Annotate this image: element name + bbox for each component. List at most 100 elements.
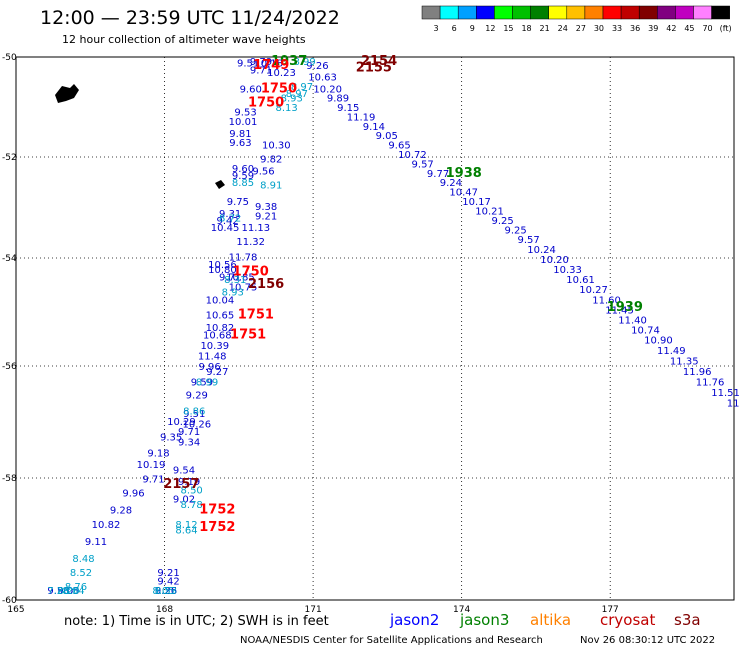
colorbar-swatch (657, 5, 676, 20)
colorbar-label: 24 (558, 24, 568, 33)
wave-height-label: 10.29 (167, 417, 196, 428)
wave-height-label: 10.45 (211, 223, 240, 234)
wave-height-label: 9.71 (142, 474, 164, 485)
wave-height-label: 10.19 (137, 460, 166, 471)
wave-height-label: 10.68 (203, 331, 232, 342)
wave-height-label: 11.78 (229, 252, 258, 263)
y-tick-label: -50 (2, 53, 17, 63)
wave-height-label: 10.63 (308, 73, 337, 84)
pass-time-label: 1939 (607, 300, 643, 315)
wave-height-label: 8.97 (286, 89, 308, 100)
wave-height-label: 11.02 (727, 398, 740, 409)
wave-height-label: 10.04 (206, 295, 235, 306)
wave-height-label: 8.50 (181, 486, 203, 497)
wave-height-label: 7.28 (47, 586, 69, 597)
wave-height-label: 9.28 (110, 506, 132, 517)
satellite-legend-label: jason3 (459, 611, 509, 629)
pass-time-label: 1938 (446, 166, 482, 181)
x-tick-label: 174 (453, 605, 470, 615)
colorbar-label: 6 (452, 24, 457, 33)
wave-height-label: 11.76 (696, 377, 725, 388)
wave-height-label: 10.23 (267, 68, 296, 79)
wave-height-label: 8.99 (293, 57, 315, 68)
colorbar-swatch (439, 5, 459, 20)
wave-height-label: 9.56 (47, 586, 69, 597)
colorbar-swatch (566, 5, 586, 20)
wave-height-label: 10.82 (92, 520, 121, 531)
pass-time-label: 2157 (163, 477, 199, 492)
wave-height-label: 8.05 (152, 586, 174, 597)
wave-height-label: 10.01 (229, 117, 258, 128)
satellite-legend-label: s3a (674, 611, 701, 629)
colorbar-label: 12 (485, 24, 495, 33)
wave-height-label: 9.27 (206, 367, 228, 378)
wave-height-label: 8.72 (219, 214, 241, 225)
wave-height-label: 9.59 (191, 377, 213, 388)
wave-height-label: 9.51 (183, 409, 205, 420)
colorbar-swatch (602, 5, 622, 20)
wave-height-label: 8.91 (260, 181, 282, 192)
wave-height-label: 11.96 (683, 367, 712, 378)
wave-height-label: 9.11 (85, 537, 107, 548)
wave-height-label: 11.40 (618, 315, 647, 326)
wave-height-label: 9.05 (376, 131, 398, 142)
wave-height-label: 9.54 (173, 466, 195, 477)
colorbar-swatch (548, 5, 568, 20)
colorbar-label: 70 (702, 24, 712, 33)
wave-height-label: 10.24 (527, 245, 556, 256)
wave-height-label: 9.71 (219, 273, 241, 284)
colorbar-label: (ft) (720, 24, 732, 33)
wave-height-label: 9.25 (491, 216, 513, 227)
grid-lines (16, 57, 734, 600)
footer-credit: NOAA/NESDIS Center for Satellite Applica… (240, 635, 543, 646)
colorbar-label: 18 (521, 24, 531, 33)
wave-height-label: 10.20 (313, 84, 342, 95)
pass-time-label: 1751 (238, 307, 274, 322)
wave-height-label: 8.85 (232, 178, 254, 189)
wave-height-label: 9.77 (427, 169, 449, 180)
wave-height-label: 9.26 (306, 61, 328, 72)
wave-height-label: 9.53 (234, 108, 256, 119)
wave-height-label: 10.47 (449, 188, 478, 199)
wave-height-label: 8.13 (276, 103, 298, 114)
colorbar-label: 9 (470, 24, 475, 33)
colorbar-swatch (638, 5, 658, 20)
wave-height-label: 9.14 (363, 122, 385, 133)
plot-frame (15, 56, 735, 601)
colorbar-label: 27 (576, 24, 586, 33)
wave-height-label: 8.99 (196, 377, 218, 388)
satellite-legend-label: altika (530, 611, 571, 629)
wave-height-label: 9.57 (517, 235, 539, 246)
wave-height-label: 10.39 (200, 341, 229, 352)
wave-height-label: 9.35 (160, 432, 182, 443)
wave-height-label: 9.18 (147, 449, 169, 460)
colorbar-label: 45 (684, 24, 694, 33)
wave-height-label: 8.84 (62, 586, 84, 597)
wave-height-label: 9.34 (178, 438, 200, 449)
wave-height-label: 10.61 (566, 275, 595, 286)
wave-height-label: 9.82 (260, 155, 282, 166)
wave-height-label: 10.21 (475, 207, 504, 218)
wave-height-label: 10.20 (540, 255, 569, 266)
wave-height-label: 8.20 (57, 586, 79, 597)
wave-height-label: 9.02 (173, 494, 195, 505)
wave-height-label: 11.19 (347, 112, 376, 123)
wave-height-label: 10.74 (631, 326, 660, 337)
wave-height-label: 10.90 (644, 336, 673, 347)
wave-height-label: 8.53 (155, 586, 177, 597)
wave-height-label: 9.63 (229, 138, 251, 149)
axis-tick-labels: 165 168 171 174 177 -50 -52 -54 -56 -58 -60 (2, 53, 619, 615)
pass-time-label: 1751 (230, 328, 266, 343)
wave-height-label: 8.97 (291, 82, 313, 93)
wave-height-label: 8.52 (70, 568, 92, 579)
wave-height-label: 11.60 (592, 295, 621, 306)
wave-height-label: 9.26 (155, 586, 177, 597)
wave-height-label: 9.15 (337, 103, 359, 114)
wave-height-label: 10.80 (208, 265, 237, 276)
satellite-legend: jason2 jason3 altika cryosat s3a (389, 611, 701, 629)
wave-height-label: 9.75 (227, 197, 249, 208)
colorbar-swatch (494, 5, 513, 20)
chart-subtitle: 12 hour collection of altimeter wave hei… (62, 33, 306, 46)
